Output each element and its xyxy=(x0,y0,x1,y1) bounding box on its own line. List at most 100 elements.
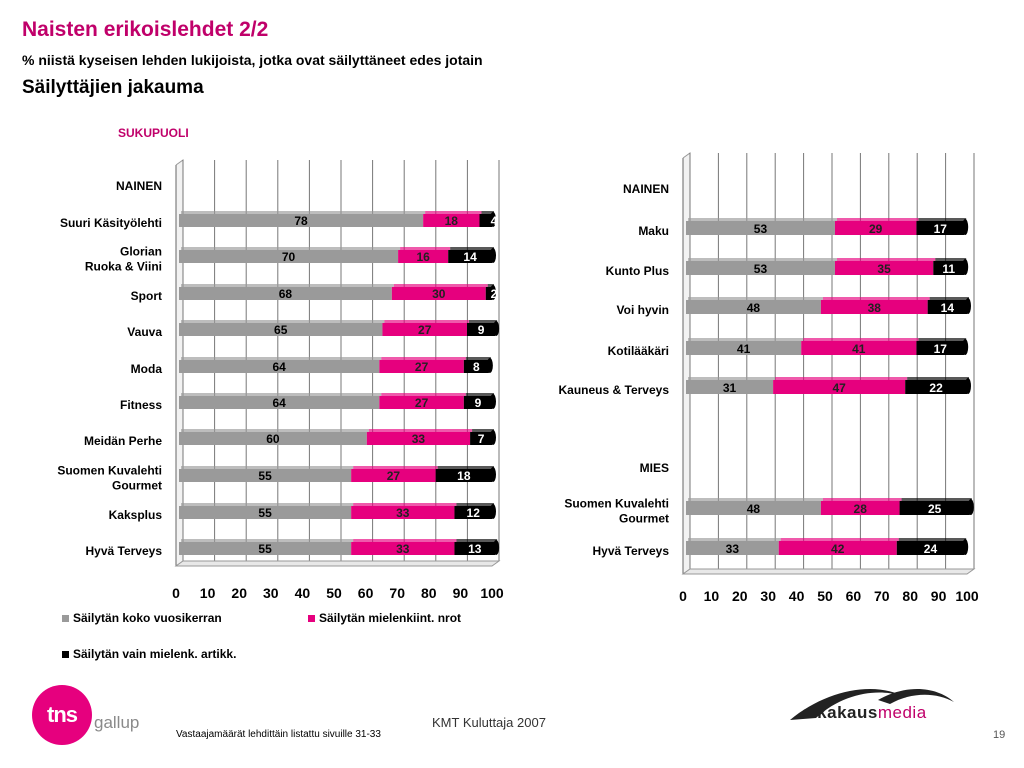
left-chart-bar-cap xyxy=(490,504,496,519)
right-chart-segment-top-3 xyxy=(907,377,969,380)
left-chart-bar-cap xyxy=(490,467,496,482)
left-chart-data-label-3: 12 xyxy=(467,506,481,520)
right-chart-segment-2 xyxy=(820,300,928,314)
left-chart-data-label-3: 18 xyxy=(457,469,471,483)
left-chart-segment-top-1 xyxy=(181,284,394,287)
right-chart-segment-top-2 xyxy=(775,377,908,380)
right-chart-segment-3 xyxy=(933,261,965,275)
left-chart-bar-cap xyxy=(490,430,496,445)
right-chart-data-label-3: 25 xyxy=(928,502,942,516)
left-chart-floor xyxy=(174,560,501,567)
left-chart-tick-label: 70 xyxy=(389,585,405,601)
left-chart-category-label: Suomen Kuvalehti xyxy=(57,464,162,478)
left-chart-segment-top-3 xyxy=(456,539,498,542)
left-chart-data-label-1: 70 xyxy=(282,250,296,264)
right-chart-segment-top-2 xyxy=(822,297,930,300)
right-chart-category-label: Voi hyvin xyxy=(617,303,669,317)
left-chart-bar-cap xyxy=(486,358,493,373)
left-chart-tick-label: 0 xyxy=(172,585,180,601)
left-chart-data-label-2: 33 xyxy=(396,542,410,556)
left-chart-segment-top-1 xyxy=(181,247,401,250)
tns-logo: tns xyxy=(32,685,92,745)
left-chart-data-label-3: 8 xyxy=(473,360,480,374)
right-chart-data-label-2: 41 xyxy=(852,342,866,356)
left-chart-bar-cap xyxy=(490,212,496,227)
right-chart-segment-top-2 xyxy=(780,538,899,541)
right-chart-segment-3 xyxy=(916,221,965,235)
left-chart-segment-3 xyxy=(463,360,489,373)
left-chart-segment-1 xyxy=(179,360,380,373)
left-chart-tick-label: 20 xyxy=(231,585,247,601)
left-chart-segment-2 xyxy=(391,287,486,300)
right-chart-bar-cap xyxy=(967,499,974,515)
source-note: Vastaajamäärät lehdittäin listattu sivui… xyxy=(176,729,381,740)
left-chart-segment-3 xyxy=(454,542,496,555)
right-chart-segment-2 xyxy=(801,341,917,355)
tns-logo-text: tns xyxy=(47,702,78,727)
left-chart-segment-top-3 xyxy=(481,211,494,214)
left-chart-segment-2 xyxy=(351,469,436,482)
left-chart-bar-cap xyxy=(490,248,496,263)
left-chart-segment-3 xyxy=(454,506,492,519)
right-chart-segment-top-2 xyxy=(836,258,936,261)
right-chart-floor xyxy=(681,568,976,575)
left-chart-tick-label: 90 xyxy=(453,585,469,601)
right-chart-bar-cap xyxy=(962,219,969,235)
left-chart-category-label: Kaksplus xyxy=(109,508,163,522)
legend-swatch-black xyxy=(62,650,69,658)
left-chart-segment-1 xyxy=(179,469,352,482)
right-chart-segment-top-1 xyxy=(688,498,823,501)
right-chart-data-label-3: 14 xyxy=(941,301,955,315)
right-chart-tick-label: 100 xyxy=(955,588,979,604)
right-chart-category-label: Suomen Kuvalehti xyxy=(564,497,669,511)
left-chart-category-label: Meidän Perhe xyxy=(84,434,162,448)
legend-swatch-magenta xyxy=(308,614,315,622)
left-chart-segment-top-1 xyxy=(181,357,382,360)
right-chart-segment-1 xyxy=(686,341,802,355)
right-chart-segment-top-3 xyxy=(935,258,967,261)
right-chart-tick-label: 60 xyxy=(846,588,862,604)
right-chart-data-label-2: 29 xyxy=(869,222,883,236)
left-chart-bar-cap xyxy=(493,540,500,555)
right-chart-data-label-1: 48 xyxy=(747,301,761,315)
legend-item-1: Säilytän koko vuosikerran xyxy=(62,611,222,625)
section-label: SUKUPUOLI xyxy=(118,126,189,140)
right-chart-segment-top-1 xyxy=(688,377,776,380)
right-chart-segment-3 xyxy=(899,501,970,515)
left-chart-segment-top-3 xyxy=(450,247,494,250)
left-chart-segment-2 xyxy=(379,360,464,373)
right-chart-tick-label: 90 xyxy=(931,588,947,604)
left-chart-segment-top-3 xyxy=(487,284,494,287)
left-chart-segment-1 xyxy=(179,432,367,445)
right-chart-category-label: Maku xyxy=(638,224,669,238)
left-chart-segment-top-2 xyxy=(368,429,473,432)
right-chart-segment-top-1 xyxy=(688,338,804,341)
right-chart-segment-top-3 xyxy=(918,218,967,221)
left-chart-data-label-1: 78 xyxy=(294,214,308,228)
aik-wordmark-b: media xyxy=(877,703,927,722)
right-chart-data-label-2: 28 xyxy=(854,502,868,516)
right-chart-bar-cap xyxy=(962,339,969,355)
left-chart-category-label: Suuri Käsityölehti xyxy=(60,216,162,230)
right-chart-segment-top-1 xyxy=(688,297,823,300)
left-chart-tick-label: 60 xyxy=(358,585,374,601)
right-chart-data-label-1: 31 xyxy=(723,381,737,395)
left-chart-segment-top-2 xyxy=(381,393,466,396)
left-chart-data-label-2: 16 xyxy=(416,250,430,264)
left-chart-segment-top-1 xyxy=(181,466,354,469)
right-chart-data-label-1: 53 xyxy=(754,262,768,276)
left-chart-category-label: Vauva xyxy=(127,325,162,339)
right-chart-segment-1 xyxy=(686,221,835,235)
left-chart-data-label-1: 55 xyxy=(258,469,272,483)
left-chart-data-label-3: 14 xyxy=(463,250,477,264)
left-chart-segment-2 xyxy=(423,214,480,227)
right-chart-segment-2 xyxy=(778,541,897,555)
legend-label-1: Säilytän koko vuosikerran xyxy=(73,611,222,625)
left-chart-data-label-1: 55 xyxy=(258,506,272,520)
right-chart-segment-top-2 xyxy=(836,218,919,221)
left-chart-segment-3 xyxy=(466,323,496,336)
left-chart-segment-top-3 xyxy=(465,393,494,396)
left-chart-data-label-2: 27 xyxy=(418,323,432,337)
left-chart-category-label: Moda xyxy=(131,362,163,376)
